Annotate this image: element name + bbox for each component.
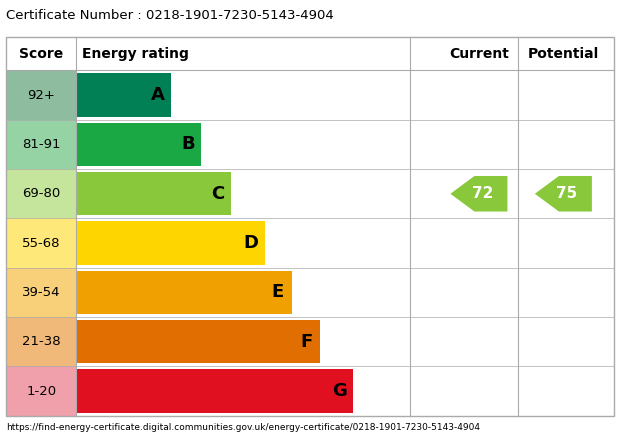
Bar bbox=[6, 367, 76, 416]
Text: G: G bbox=[332, 382, 347, 400]
Bar bbox=[6, 37, 614, 70]
Text: 21-38: 21-38 bbox=[22, 335, 60, 348]
Polygon shape bbox=[450, 176, 507, 212]
Text: 1-20: 1-20 bbox=[26, 385, 56, 398]
Text: Potential: Potential bbox=[528, 47, 599, 61]
Text: Score: Score bbox=[19, 47, 63, 61]
Text: C: C bbox=[211, 185, 224, 203]
Text: 69-80: 69-80 bbox=[22, 187, 60, 200]
Text: Energy rating: Energy rating bbox=[82, 47, 189, 61]
Bar bbox=[6, 120, 76, 169]
Text: Current: Current bbox=[449, 47, 509, 61]
Bar bbox=[76, 123, 202, 166]
Text: D: D bbox=[244, 234, 259, 252]
Bar bbox=[6, 317, 76, 367]
Text: B: B bbox=[181, 136, 195, 154]
Polygon shape bbox=[535, 176, 592, 212]
Bar bbox=[76, 271, 291, 314]
Bar bbox=[6, 37, 614, 416]
Text: 81-91: 81-91 bbox=[22, 138, 60, 151]
Bar bbox=[6, 268, 76, 317]
Bar bbox=[76, 73, 171, 117]
Text: 75: 75 bbox=[556, 186, 578, 201]
Bar bbox=[76, 370, 353, 413]
Text: https://find-energy-certificate.digital.communities.gov.uk/energy-certificate/02: https://find-energy-certificate.digital.… bbox=[6, 423, 480, 432]
Text: Certificate Number : 0218-1901-7230-5143-4904: Certificate Number : 0218-1901-7230-5143… bbox=[6, 9, 334, 22]
Bar bbox=[6, 70, 76, 120]
Text: 92+: 92+ bbox=[27, 88, 55, 102]
Bar bbox=[6, 169, 76, 218]
Bar bbox=[76, 172, 231, 216]
Text: F: F bbox=[300, 333, 312, 351]
Text: 72: 72 bbox=[472, 186, 493, 201]
Text: 55-68: 55-68 bbox=[22, 237, 60, 249]
Text: 39-54: 39-54 bbox=[22, 286, 60, 299]
Bar bbox=[76, 320, 320, 363]
Bar bbox=[6, 218, 76, 268]
Bar bbox=[76, 221, 265, 265]
Text: A: A bbox=[151, 86, 165, 104]
Text: E: E bbox=[272, 283, 284, 301]
